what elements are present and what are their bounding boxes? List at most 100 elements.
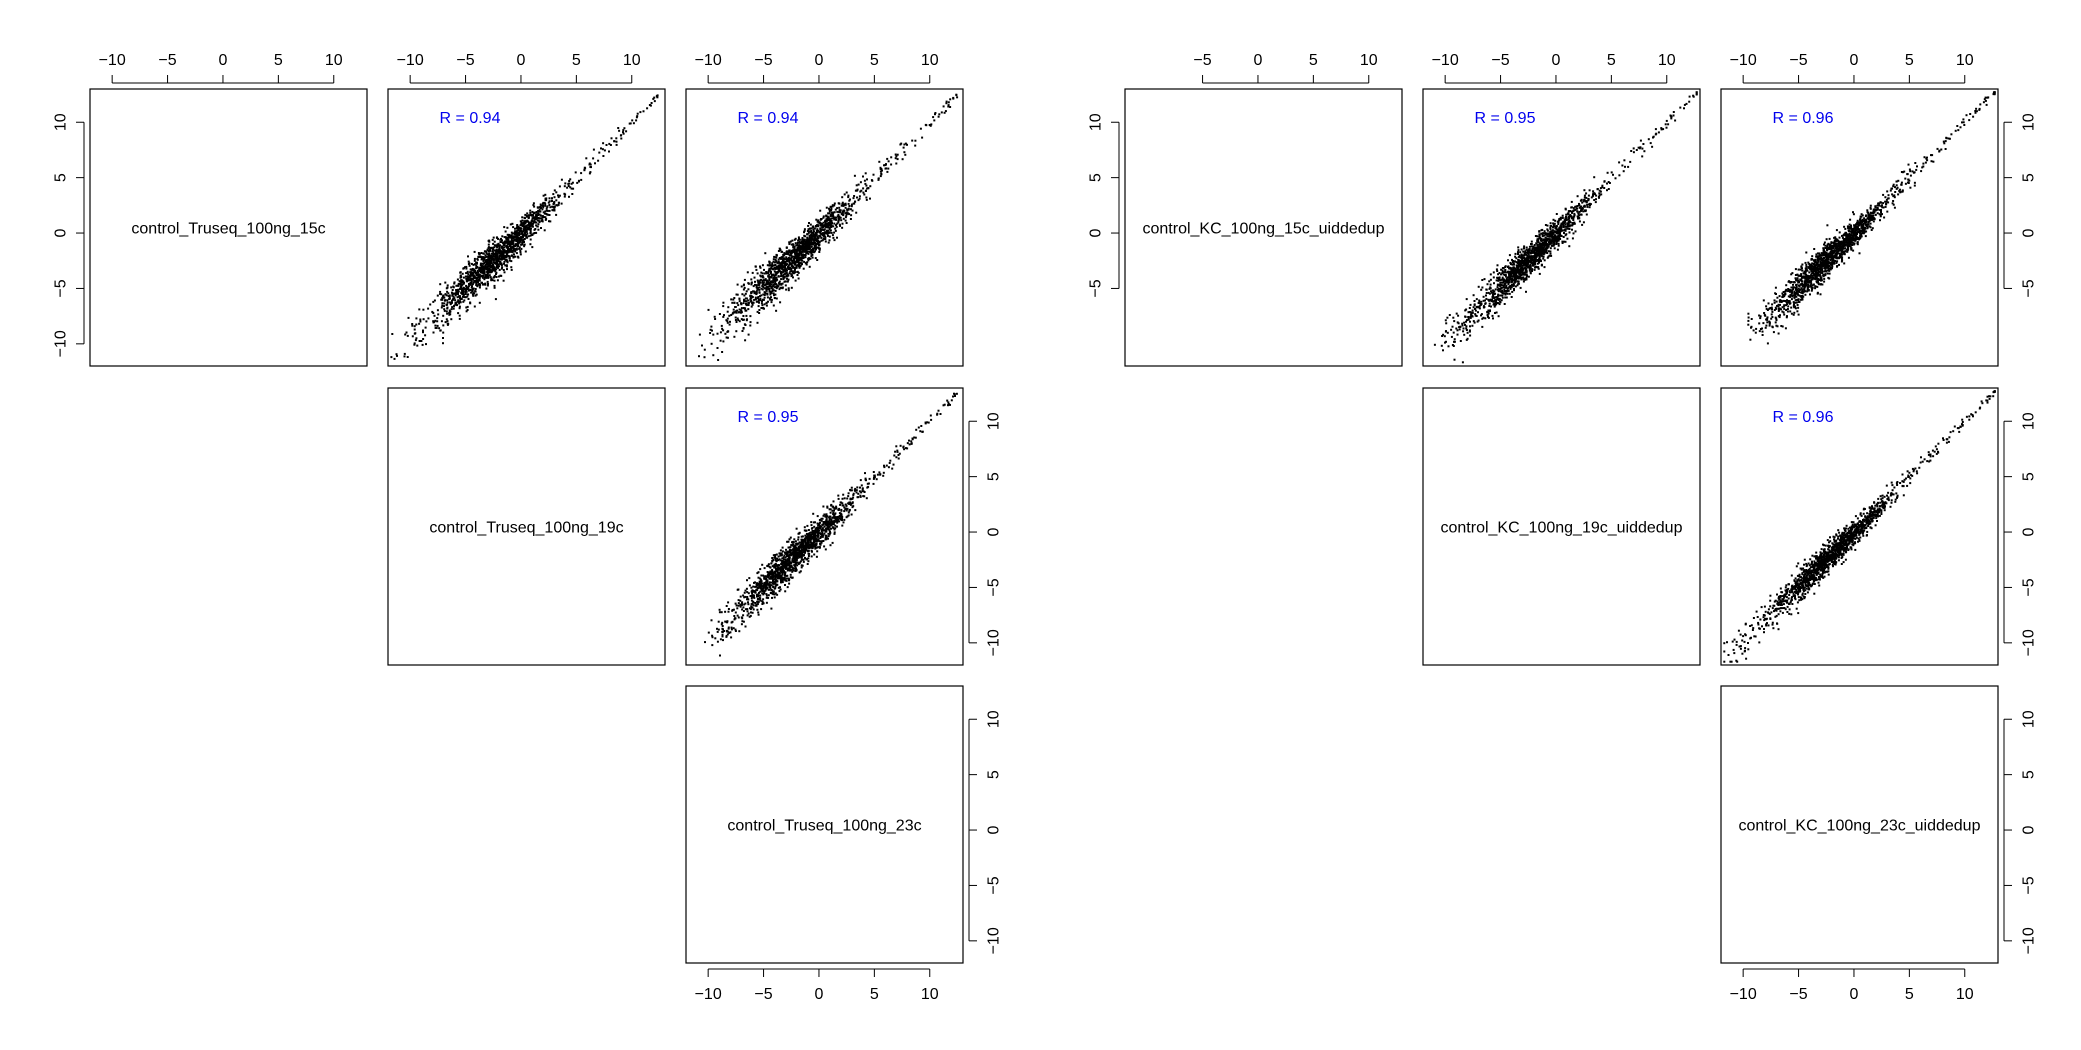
data-point — [810, 534, 813, 537]
data-point — [794, 256, 797, 259]
data-point — [798, 246, 801, 249]
data-point — [453, 281, 456, 284]
data-point — [850, 203, 853, 206]
data-point — [569, 178, 572, 181]
data-point — [853, 202, 856, 205]
data-point — [761, 587, 764, 590]
data-point — [457, 282, 460, 285]
data-point — [955, 94, 958, 97]
data-point — [737, 604, 740, 607]
data-point — [635, 119, 638, 122]
data-point — [774, 557, 777, 560]
data-point — [930, 123, 933, 126]
data-point — [801, 540, 804, 543]
data-point — [588, 163, 591, 166]
data-point — [613, 140, 616, 143]
data-point — [464, 293, 467, 295]
data-point — [480, 265, 483, 267]
matrix-1-row-1-right-tick-label: 5 — [986, 472, 1003, 481]
data-point — [484, 250, 487, 253]
data-point — [431, 310, 434, 313]
data-point — [803, 234, 806, 237]
data-point — [839, 515, 841, 517]
data-point — [904, 142, 907, 145]
data-point — [804, 556, 807, 559]
data-point — [732, 298, 735, 301]
data-point — [543, 201, 546, 204]
data-point — [785, 574, 788, 577]
data-point — [738, 320, 741, 323]
data-point — [818, 221, 821, 224]
matrix-2-col-2-top-tick-label: −10 — [1730, 52, 1757, 69]
data-point — [927, 421, 930, 424]
data-point — [827, 532, 830, 535]
data-point — [757, 281, 760, 284]
data-point — [765, 585, 767, 587]
data-point — [787, 546, 790, 549]
data-point — [831, 522, 834, 525]
data-point — [1496, 264, 1499, 267]
data-point — [433, 320, 436, 323]
data-point — [480, 252, 483, 254]
data-point — [949, 98, 952, 101]
data-point — [505, 250, 508, 253]
data-point — [802, 267, 805, 270]
data-point — [760, 580, 763, 583]
data-point — [915, 428, 918, 431]
data-point — [459, 301, 462, 304]
data-point — [516, 237, 519, 240]
data-point — [805, 239, 808, 242]
data-point — [531, 210, 534, 213]
data-point — [792, 265, 795, 268]
data-point — [794, 263, 796, 266]
data-point — [807, 228, 810, 231]
data-point — [781, 262, 784, 265]
data-point — [773, 274, 776, 277]
data-point — [822, 221, 825, 224]
data-point — [727, 608, 730, 610]
data-point — [869, 197, 871, 200]
data-point — [500, 250, 503, 253]
data-point — [568, 180, 571, 182]
data-point — [850, 214, 853, 217]
data-point — [789, 546, 792, 549]
data-point — [743, 591, 746, 594]
data-point — [744, 595, 747, 598]
data-point — [844, 202, 847, 205]
data-point — [829, 229, 832, 232]
data-point — [501, 266, 504, 269]
data-point — [736, 309, 739, 312]
data-point — [527, 217, 530, 219]
data-point — [472, 287, 475, 290]
data-point — [452, 286, 455, 289]
data-point — [437, 313, 440, 316]
data-point — [803, 246, 806, 249]
data-point — [725, 336, 728, 339]
data-point — [455, 292, 458, 295]
data-point — [894, 450, 897, 453]
data-point — [818, 524, 821, 527]
data-point — [807, 529, 810, 531]
data-point — [796, 564, 799, 567]
data-point — [805, 252, 808, 254]
data-point — [788, 558, 791, 561]
data-point — [768, 279, 771, 282]
data-point — [755, 286, 758, 289]
variable-label: control_KC_100ng_19c_uiddedup — [1441, 520, 1683, 537]
data-point — [864, 182, 867, 185]
data-point — [750, 599, 753, 602]
data-point — [815, 530, 818, 533]
matrix-2-row-0-right-tick-label: 10 — [2021, 113, 2038, 131]
data-point — [808, 230, 811, 233]
data-point — [798, 556, 801, 559]
data-point — [776, 261, 779, 264]
data-point — [508, 243, 511, 245]
data-point — [514, 227, 516, 230]
data-point — [770, 296, 772, 299]
data-point — [504, 230, 507, 233]
data-point — [765, 594, 768, 597]
data-point — [816, 528, 819, 531]
data-point — [749, 595, 752, 597]
data-point — [545, 212, 548, 215]
data-point — [831, 205, 834, 208]
